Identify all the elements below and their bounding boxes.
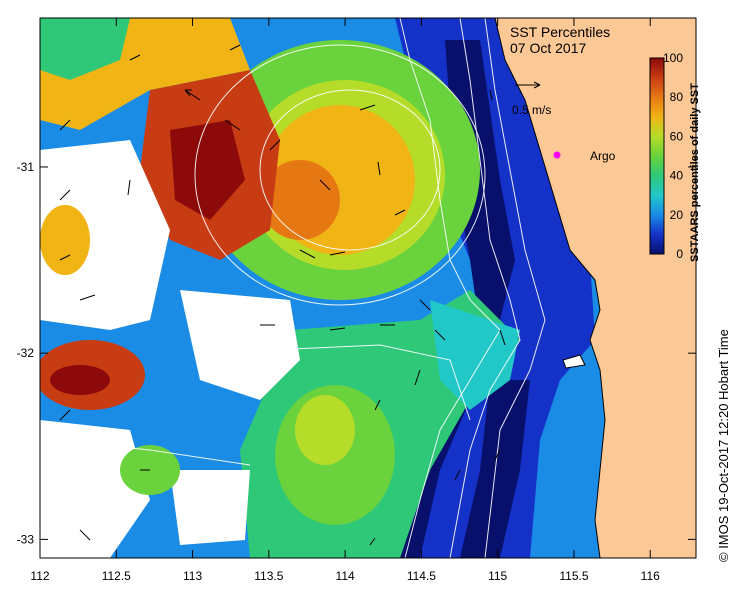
x-tick-label: 113.5 — [254, 569, 283, 583]
x-tick-label: 115 — [488, 569, 507, 583]
x-tick-label: 115.5 — [559, 569, 588, 583]
cloud-patch-central — [180, 290, 300, 400]
cloud-patch-south — [170, 470, 250, 545]
y-axis-ticks: -31 -32 -33 — [17, 160, 696, 546]
colorbar-tick-label: 100 — [663, 51, 683, 65]
x-tick-label: 114.5 — [407, 569, 436, 583]
y-tick-label: -33 — [17, 532, 35, 546]
colorbar: 0 20 40 60 80 100 SSTAARS percentiles of dail… — [649, 51, 701, 262]
colorbar-tick-label: 0 — [676, 247, 683, 261]
nw-green-region — [40, 18, 130, 80]
x-tick-label: 112.5 — [102, 569, 131, 583]
cloud-patch-west — [40, 140, 170, 330]
map-plot-area — [40, 18, 696, 558]
rottnest-island — [562, 354, 586, 369]
cloud-patch-southwest — [40, 420, 150, 558]
colorbar-gradient — [649, 57, 665, 255]
vector-scale-arrow — [515, 81, 541, 89]
map-title: SST Percentiles — [510, 24, 610, 40]
colorbar-tick-label: 40 — [670, 169, 684, 183]
x-tick-label: 114 — [336, 569, 355, 583]
argo-label: Argo — [590, 149, 616, 163]
map-date: 07 Oct 2017 — [510, 40, 586, 56]
vector-scale-label: 0.5 m/s — [512, 103, 551, 117]
west-orange-blob — [40, 205, 90, 275]
y-tick-label: -31 — [17, 160, 35, 174]
southern-warm-core — [295, 395, 355, 465]
x-tick-label: 116 — [641, 569, 660, 583]
colorbar-title: SSTAARS percentiles of daily SST — [689, 83, 701, 262]
western-dark-red — [170, 120, 245, 220]
colorbar-tick-label: 20 — [670, 208, 684, 222]
coastline — [494, 18, 606, 558]
colorbar-tick-label: 60 — [670, 129, 684, 143]
land-western-australia — [495, 18, 696, 558]
bathymetry-contours — [49, 18, 546, 558]
imos-credit: © IMOS 19-Oct-2017 12:20 Hobart Time — [716, 329, 731, 562]
y-tick-label: -32 — [17, 346, 35, 360]
map-border — [39, 17, 697, 559]
sw-red-core — [50, 365, 110, 395]
colorbar-tick-label: 80 — [670, 90, 684, 104]
x-axis-ticks: 112 112.5 113 113.5 114 114.5 115 115.5 116 — [30, 18, 660, 583]
argo-float-marker — [553, 151, 561, 159]
current-vectors — [59, 44, 506, 546]
x-tick-label: 113 — [183, 569, 202, 583]
x-tick-label: 112 — [30, 569, 49, 583]
